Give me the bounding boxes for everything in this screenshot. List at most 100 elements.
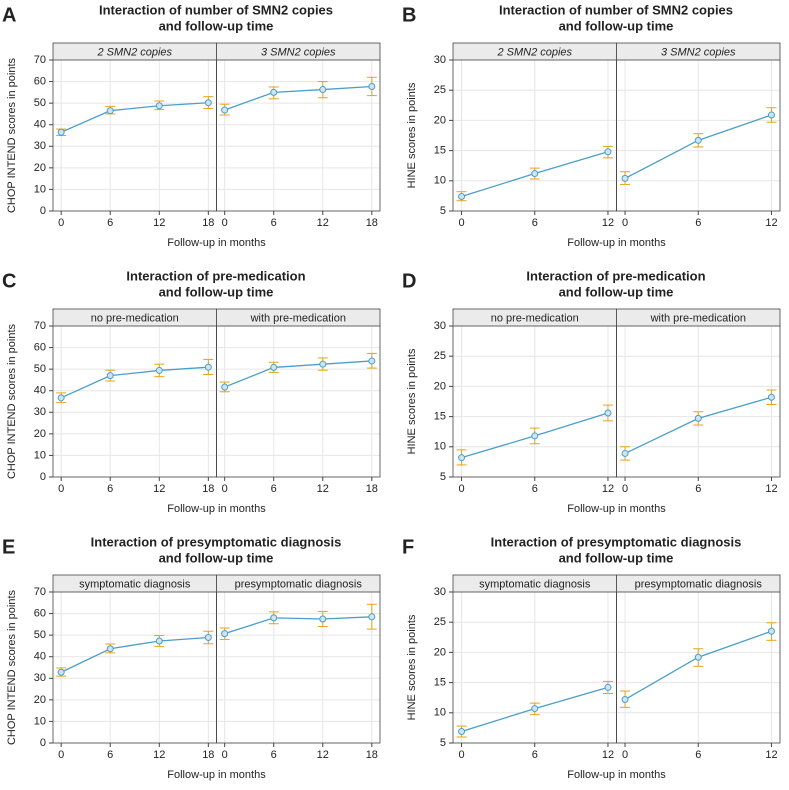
- y-tick-label: 0: [40, 205, 46, 217]
- x-tick-label: 6: [532, 749, 538, 761]
- panel-letter: E: [2, 536, 15, 558]
- point: [319, 615, 327, 623]
- y-tick-label: 15: [434, 677, 446, 689]
- x-tick-label: 0: [58, 483, 64, 495]
- x-tick-label: 0: [622, 483, 628, 495]
- chart-title: Interaction of presymptomatic diagnosis: [91, 534, 342, 549]
- x-tick-label: 6: [695, 483, 701, 495]
- point: [368, 613, 376, 621]
- facet-frame: [52, 59, 217, 212]
- point: [221, 106, 229, 114]
- x-tick-label: 12: [153, 749, 165, 761]
- point: [155, 102, 163, 110]
- facet-label: 3 SMN2 copies: [661, 46, 736, 58]
- y-tick-label: 10: [34, 449, 46, 461]
- point: [106, 372, 114, 380]
- x-tick-label: 6: [695, 749, 701, 761]
- chart-title: Interaction of number of SMN2 copies: [99, 2, 333, 17]
- point: [57, 668, 65, 676]
- facet-label: presymptomatic diagnosis: [235, 578, 363, 590]
- x-tick-label: 0: [458, 217, 464, 229]
- x-axis-label: Follow-up in months: [567, 503, 666, 515]
- x-tick-label: 6: [532, 217, 538, 229]
- x-tick-label: 6: [271, 749, 277, 761]
- point: [57, 128, 65, 136]
- panel-letter: A: [2, 4, 16, 26]
- point: [270, 363, 278, 371]
- point: [604, 148, 612, 156]
- x-tick-label: 18: [366, 749, 378, 761]
- x-tick-label: 6: [695, 217, 701, 229]
- y-tick-label: 60: [34, 341, 46, 353]
- point: [106, 645, 114, 653]
- point: [106, 107, 114, 115]
- x-tick-label: 6: [271, 483, 277, 495]
- x-tick-label: 12: [602, 749, 614, 761]
- facet-label: symptomatic diagnosis: [479, 578, 591, 590]
- point: [621, 174, 629, 182]
- facet-label: presymptomatic diagnosis: [635, 578, 763, 590]
- facet-label: with pre-medication: [650, 312, 746, 324]
- x-tick-label: 18: [202, 483, 214, 495]
- point: [531, 170, 539, 178]
- point: [270, 614, 278, 622]
- x-tick-label: 12: [153, 217, 165, 229]
- x-tick-label: 12: [317, 483, 329, 495]
- x-tick-label: 0: [622, 749, 628, 761]
- point: [604, 409, 612, 417]
- chart-title: Interaction of number of SMN2 copies: [499, 2, 733, 17]
- chart-title: Interaction of pre-medication: [126, 268, 305, 283]
- x-tick-label: 6: [271, 217, 277, 229]
- x-tick-label: 12: [765, 217, 777, 229]
- data-line: [224, 85, 372, 111]
- y-tick-label: 5: [440, 737, 446, 749]
- x-tick-label: 18: [366, 217, 378, 229]
- y-tick-label: 20: [434, 380, 446, 392]
- chart-title: Interaction of pre-medication: [526, 268, 705, 283]
- y-tick-label: 0: [40, 471, 46, 483]
- point: [767, 111, 775, 119]
- point: [621, 449, 629, 457]
- y-axis-label: CHOP INTEND scores in points: [6, 589, 18, 745]
- point: [204, 363, 212, 371]
- facet-label: 2 SMN2 copies: [496, 46, 572, 58]
- y-tick-label: 10: [434, 707, 446, 719]
- y-tick-label: 20: [34, 428, 46, 440]
- x-tick-label: 12: [765, 749, 777, 761]
- facet-label: 2 SMN2 copies: [96, 46, 172, 58]
- x-tick-label: 12: [153, 483, 165, 495]
- x-axis-label: Follow-up in months: [167, 503, 266, 515]
- y-tick-label: 50: [34, 363, 46, 375]
- y-axis-label: HINE scores in points: [406, 82, 418, 188]
- facet-frame: [216, 59, 381, 212]
- point: [368, 83, 376, 91]
- y-tick-label: 60: [34, 607, 46, 619]
- point: [221, 630, 229, 638]
- y-tick-label: 20: [34, 694, 46, 706]
- x-axis-label: Follow-up in months: [167, 237, 266, 249]
- y-tick-label: 30: [434, 54, 446, 66]
- y-tick-label: 30: [434, 320, 446, 332]
- facet-frame: [616, 325, 781, 478]
- x-tick-label: 0: [222, 483, 228, 495]
- facet-frame: [616, 591, 781, 744]
- x-tick-label: 0: [58, 749, 64, 761]
- x-tick-label: 0: [222, 217, 228, 229]
- panel-letter: D: [402, 270, 416, 292]
- x-tick-label: 6: [532, 483, 538, 495]
- point: [531, 432, 539, 440]
- x-axis-label: Follow-up in months: [567, 769, 666, 781]
- point: [767, 393, 775, 401]
- chart-title: and follow-up time: [559, 284, 674, 299]
- x-tick-label: 0: [458, 749, 464, 761]
- y-tick-label: 15: [434, 411, 446, 423]
- y-tick-label: 50: [34, 629, 46, 641]
- data-line: [224, 616, 372, 635]
- y-tick-label: 20: [34, 162, 46, 174]
- point: [458, 728, 466, 736]
- facet-label: 3 SMN2 copies: [261, 46, 336, 58]
- y-tick-label: 5: [440, 205, 446, 217]
- y-tick-label: 30: [434, 586, 446, 598]
- x-tick-label: 12: [317, 749, 329, 761]
